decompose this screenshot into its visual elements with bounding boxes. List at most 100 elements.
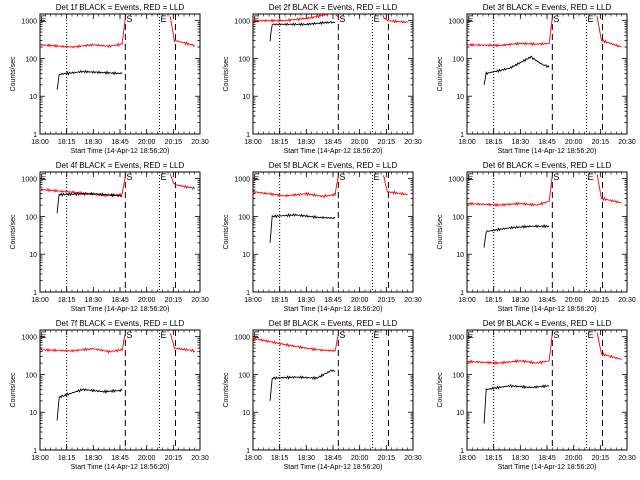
x-axis-label: Start Time (14-Apr-12 18:56:20) xyxy=(284,148,383,155)
panel-title: Det 8f BLACK = Events, RED = LLD xyxy=(269,319,398,328)
y-tick-label: 1000 xyxy=(21,19,37,26)
lld-series-segment-2 xyxy=(596,16,622,48)
event-flag-e: E xyxy=(161,172,167,182)
y-tick-label: 10 xyxy=(29,410,37,417)
panel-8: Det 8f BLACK = Events, RED = LLD 1 10 100 10… xyxy=(223,319,422,471)
x-axis-label: Start Time (14-Apr-12 18:56:20) xyxy=(498,464,597,471)
y-tick-label: 100 xyxy=(452,56,464,63)
plot-frame xyxy=(252,171,414,293)
x-tick-label: 18:30 xyxy=(298,455,316,462)
lld-series-segment-2 xyxy=(169,333,195,353)
x-tick-label: 20:15 xyxy=(378,297,396,304)
y-tick-label: 10 xyxy=(242,252,250,259)
x-tick-label: 20:00 xyxy=(138,139,156,146)
x-tick-label: 18:30 xyxy=(512,455,530,462)
x-tick-label: 18:15 xyxy=(271,297,289,304)
events-series-segment-1 xyxy=(483,223,550,248)
event-flag-e: E xyxy=(468,14,474,24)
x-tick-label: 20:30 xyxy=(191,139,209,146)
y-axis-label: Counts/sec xyxy=(10,214,17,250)
x-tick-label: 18:15 xyxy=(58,297,76,304)
event-flag-e: E xyxy=(41,14,47,24)
y-tick-label: 1 xyxy=(460,132,464,139)
event-flag-s: S xyxy=(339,330,345,340)
x-tick-label: 18:15 xyxy=(271,139,289,146)
x-tick-label: 20:15 xyxy=(165,139,183,146)
lld-series-segment-1 xyxy=(253,333,339,352)
x-tick-label: 20:30 xyxy=(191,297,209,304)
plot-frame xyxy=(252,329,414,451)
plot-frame xyxy=(466,13,628,135)
panel-6: Det 6f BLACK = Events, RED = LLD 1 10 100 10… xyxy=(437,161,636,313)
event-flag-e: E xyxy=(468,330,474,340)
y-tick-label: 1000 xyxy=(448,19,464,26)
event-flag-s: S xyxy=(126,14,132,24)
x-tick-label: 20:00 xyxy=(565,455,583,462)
event-flag-e: E xyxy=(41,330,47,340)
panel-3: Det 3f BLACK = Events, RED = LLD 1 10 100 10… xyxy=(437,3,636,155)
event-flag-e: E xyxy=(374,172,380,182)
lld-series-segment-1 xyxy=(253,175,339,199)
x-tick-label: 20:30 xyxy=(618,139,636,146)
x-axis-label: Start Time (14-Apr-12 18:56:20) xyxy=(284,306,383,313)
x-tick-label: 18:15 xyxy=(485,297,503,304)
x-tick-label: 20:30 xyxy=(404,297,422,304)
x-tick-label: 20:30 xyxy=(404,139,422,146)
panel-title: Det 4f BLACK = Events, RED = LLD xyxy=(56,161,185,170)
y-tick-label: 10 xyxy=(456,94,464,101)
y-tick-label: 1000 xyxy=(234,335,250,342)
x-tick-label: 18:00 xyxy=(31,297,49,304)
events-series-segment-1 xyxy=(269,20,336,42)
event-flag-s: S xyxy=(126,330,132,340)
x-tick-label: 20:00 xyxy=(565,139,583,146)
y-tick-label: 100 xyxy=(25,56,37,63)
lld-series-segment-2 xyxy=(382,15,408,24)
y-tick-label: 100 xyxy=(452,372,464,379)
x-tick-label: 18:00 xyxy=(244,297,262,304)
y-axis-label: Counts/sec xyxy=(10,56,17,92)
plot-frame xyxy=(39,171,201,293)
y-tick-label: 100 xyxy=(238,214,250,221)
events-series-segment-1 xyxy=(483,55,550,85)
x-tick-label: 18:45 xyxy=(324,455,342,462)
x-axis-label: Start Time (14-Apr-12 18:56:20) xyxy=(498,306,597,313)
plot-frame xyxy=(466,171,628,293)
event-flag-e: E xyxy=(374,330,380,340)
event-flag-e: E xyxy=(254,330,260,340)
lld-series-segment-2 xyxy=(169,16,195,47)
x-tick-label: 18:00 xyxy=(458,455,476,462)
y-tick-label: 1 xyxy=(460,448,464,455)
x-tick-label: 20:15 xyxy=(165,455,183,462)
x-axis-label: Start Time (14-Apr-12 18:56:20) xyxy=(71,306,170,313)
x-tick-label: 20:00 xyxy=(138,297,156,304)
events-series-segment-1 xyxy=(56,191,123,214)
y-tick-label: 10 xyxy=(29,94,37,101)
y-tick-label: 10 xyxy=(456,252,464,259)
y-tick-label: 1000 xyxy=(448,335,464,342)
y-tick-label: 1 xyxy=(33,132,37,139)
plot-frame xyxy=(466,329,628,451)
y-tick-label: 100 xyxy=(238,372,250,379)
x-tick-label: 18:30 xyxy=(85,455,103,462)
x-tick-label: 20:15 xyxy=(592,297,610,304)
y-tick-label: 1 xyxy=(246,448,250,455)
lld-series-segment-2 xyxy=(596,332,622,360)
x-tick-label: 20:15 xyxy=(592,139,610,146)
x-tick-label: 20:00 xyxy=(351,139,369,146)
lld-series-segment-2 xyxy=(382,175,408,196)
y-tick-label: 10 xyxy=(242,94,250,101)
y-tick-label: 1 xyxy=(460,290,464,297)
x-tick-label: 18:45 xyxy=(111,297,129,304)
event-flag-s: S xyxy=(126,172,132,182)
event-flag-e: E xyxy=(161,330,167,340)
x-tick-label: 20:30 xyxy=(618,297,636,304)
x-tick-label: 18:15 xyxy=(485,139,503,146)
y-axis-label: Counts/sec xyxy=(10,372,17,408)
y-tick-label: 100 xyxy=(238,56,250,63)
x-tick-label: 18:30 xyxy=(85,139,103,146)
x-tick-label: 20:30 xyxy=(618,455,636,462)
x-tick-label: 18:00 xyxy=(31,455,49,462)
x-tick-label: 18:15 xyxy=(58,455,76,462)
y-tick-label: 100 xyxy=(25,372,37,379)
x-tick-label: 18:30 xyxy=(298,139,316,146)
